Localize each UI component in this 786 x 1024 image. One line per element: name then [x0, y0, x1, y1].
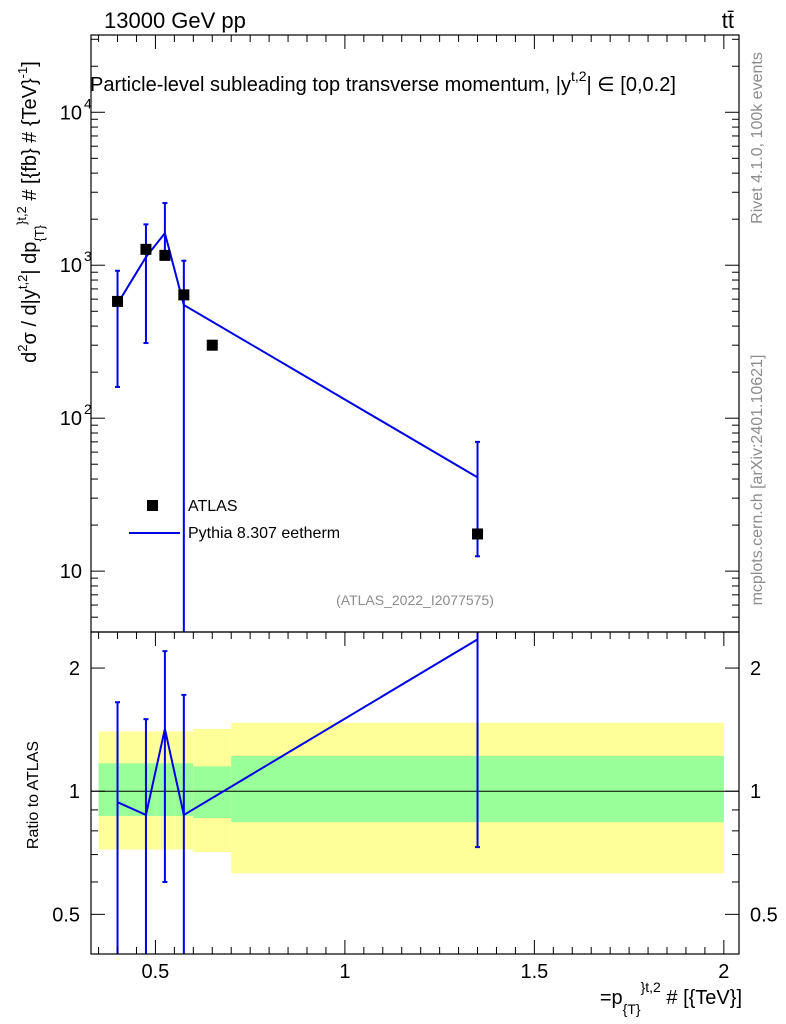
ratio-ytick-label-right: 1: [750, 781, 761, 803]
main-ytick-label: 10: [60, 408, 82, 430]
x-axis-label: =p{T}}t,2 # [{TeV}]: [600, 979, 742, 1017]
main-ytick-label: 10: [60, 102, 82, 124]
legend-data-marker: [147, 500, 158, 511]
main-frame: [90, 34, 740, 633]
main-y-axis-label: d2σ / d|yt,2| dp{T}}t,2 # [{fb} # {TeV}-…: [14, 61, 47, 363]
x-tick-label: 2: [718, 961, 729, 983]
ratio-ytick-label-left: 1: [69, 781, 80, 803]
main-ytick-label-exp: 3: [84, 248, 92, 264]
data-point-2: [159, 249, 171, 261]
main-ytick-label: 10: [60, 255, 82, 277]
ratio-ytick-label-left: 2: [69, 658, 80, 680]
main-ytick-label-exp: 4: [84, 95, 92, 111]
plot-title: Particle-level subleading top transverse…: [90, 68, 676, 96]
ratio-frame: [90, 631, 740, 955]
legend-mc-label: Pythia 8.307 eetherm: [188, 525, 340, 542]
analysis-label: (ATLAS_2022_I2077575): [336, 592, 494, 608]
band-inner-4: [193, 766, 232, 819]
ratio-ytick-label-left: 0.5: [52, 904, 80, 926]
main-series: [112, 202, 484, 632]
data-point-0: [112, 295, 124, 307]
ratio-ytick-label-right: 2: [750, 658, 761, 680]
main-ytick-label-exp: 2: [84, 401, 92, 417]
header-right-label: tt̄: [722, 8, 734, 33]
ratio-ytick-label-right: 0.5: [750, 904, 778, 926]
ratio-series: [115, 632, 481, 954]
data-point-3: [178, 289, 190, 301]
mc-line: [116, 230, 479, 479]
rivet-label: Rivet 4.1.0, 100k events: [749, 52, 766, 224]
main-ytick-label: 10: [60, 561, 82, 583]
x-tick-label: 1: [339, 961, 350, 983]
mcplots-label: mcplots.cern.ch [arXiv:2401.10621]: [749, 355, 766, 606]
legend-data-label: ATLAS: [188, 498, 238, 515]
ratio-uncertainty-bands: [91, 722, 739, 874]
data-point-5: [472, 528, 484, 540]
ratio-y-axis-label: Ratio to ATLAS: [25, 741, 42, 849]
x-tick-label: 1.5: [520, 961, 548, 983]
data-point-1: [140, 243, 152, 255]
data-point-4: [206, 339, 218, 351]
x-tick-label: 0.5: [142, 961, 170, 983]
header-left-label: 13000 GeV pp: [104, 8, 246, 33]
